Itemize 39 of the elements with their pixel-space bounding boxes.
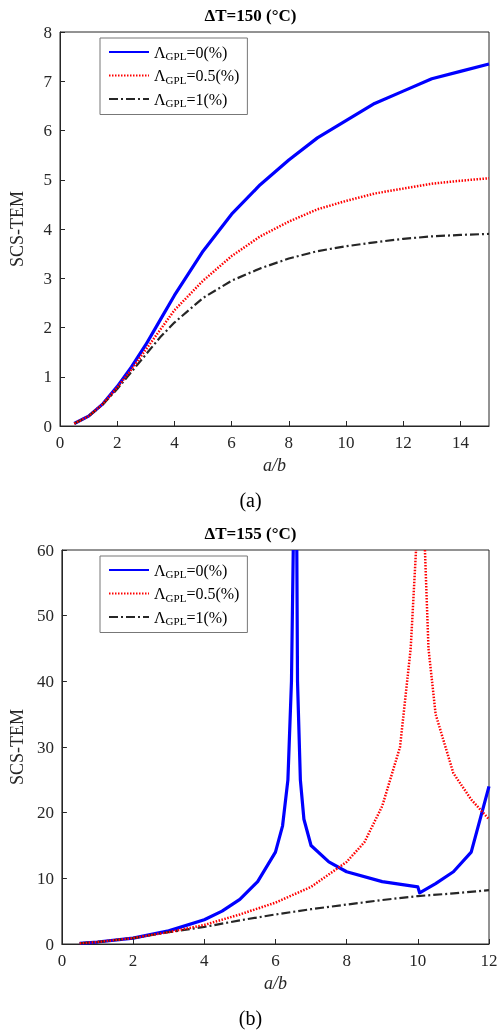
x-tick-label: 12 (480, 951, 498, 970)
y-axis-title: SCS-TEM (7, 708, 27, 786)
x-axis-title: a/b (263, 973, 287, 993)
text: (a) (239, 489, 262, 512)
x-tick-label: 10 (337, 433, 355, 452)
x-tick-label: 2 (128, 951, 138, 970)
x-tick-label: 4 (200, 951, 210, 970)
x-tick-label: 14 (451, 433, 470, 452)
y-tick-label: 0 (43, 416, 52, 436)
x-tick-label: 6 (271, 951, 280, 970)
y-tick-label: 10 (36, 868, 54, 888)
y-tick-label: 20 (36, 803, 54, 823)
x-tick-label: 10 (409, 951, 427, 970)
y-tick-label: 30 (36, 737, 54, 757)
y-tick-label: 40 (36, 671, 54, 691)
y-tick-label: 1 (43, 367, 52, 387)
y-tick-label: 2 (43, 318, 52, 337)
y-tick-label: 7 (43, 71, 53, 91)
x-tick-label: 12 (394, 433, 412, 452)
y-tick-label: 8 (43, 22, 52, 42)
chart-title: ΔT=155 (°C) (204, 524, 297, 543)
line-series (73, 177, 491, 425)
x-tick-label: 2 (112, 433, 122, 452)
y-axis-title: SCS-TEM (7, 190, 27, 268)
y-tick-label: 3 (43, 268, 52, 288)
y-tick-label: 5 (43, 170, 52, 190)
x-tick-label: 8 (284, 433, 294, 452)
chart-title: ΔT=150 (°C) (204, 6, 297, 25)
y-tick-label: 60 (36, 540, 54, 560)
x-tick-label: 0 (57, 951, 67, 970)
x-tick-label: 8 (342, 951, 351, 970)
y-tick-label: 6 (43, 121, 52, 140)
y-tick-label: 4 (43, 219, 53, 239)
y-tick-label: 50 (36, 606, 54, 626)
x-tick-label: 4 (170, 433, 180, 452)
x-axis-title: a/b (262, 455, 287, 475)
y-tick-label: 0 (45, 934, 54, 954)
x-tick-label: 6 (227, 433, 236, 452)
text: (b) (238, 1007, 263, 1030)
